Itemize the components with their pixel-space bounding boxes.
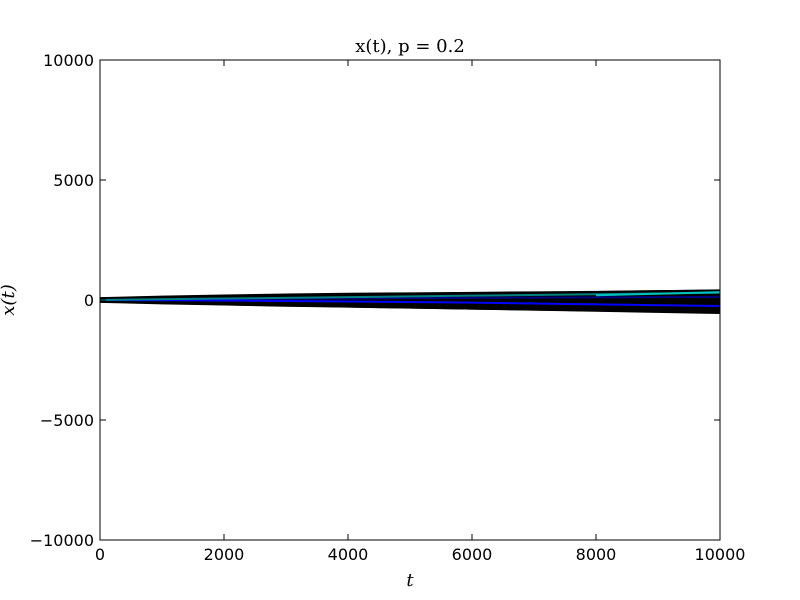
x-tick-label: 10000 [695, 545, 746, 564]
x-tick-label: 2000 [204, 545, 245, 564]
x-axis-label: t [406, 570, 414, 591]
x-tick-label: 8000 [576, 545, 617, 564]
series-line-3 [99, 299, 721, 307]
y-tick-label: 10000 [43, 51, 94, 70]
y-tick-label: −5000 [40, 411, 94, 430]
y-tick-label: 5000 [53, 171, 94, 190]
chart-title: x(t), p = 0.2 [355, 36, 465, 57]
series-line-0 [99, 289, 721, 301]
x-tick-label: 6000 [452, 545, 493, 564]
axis-ticks: 0 2000 4000 6000 8000 10000 −10000 −5000 0 5000 10… [30, 51, 746, 564]
y-tick-label: −10000 [30, 531, 94, 550]
x-tick-label: 0 [95, 545, 105, 564]
x-tick-label: 4000 [328, 545, 369, 564]
series-line-1 [99, 299, 721, 314]
plot-marks [99, 289, 721, 314]
series-line-5 [595, 291, 721, 297]
y-tick-label: 0 [84, 291, 94, 310]
y-axis-label: x(t) [0, 284, 19, 315]
